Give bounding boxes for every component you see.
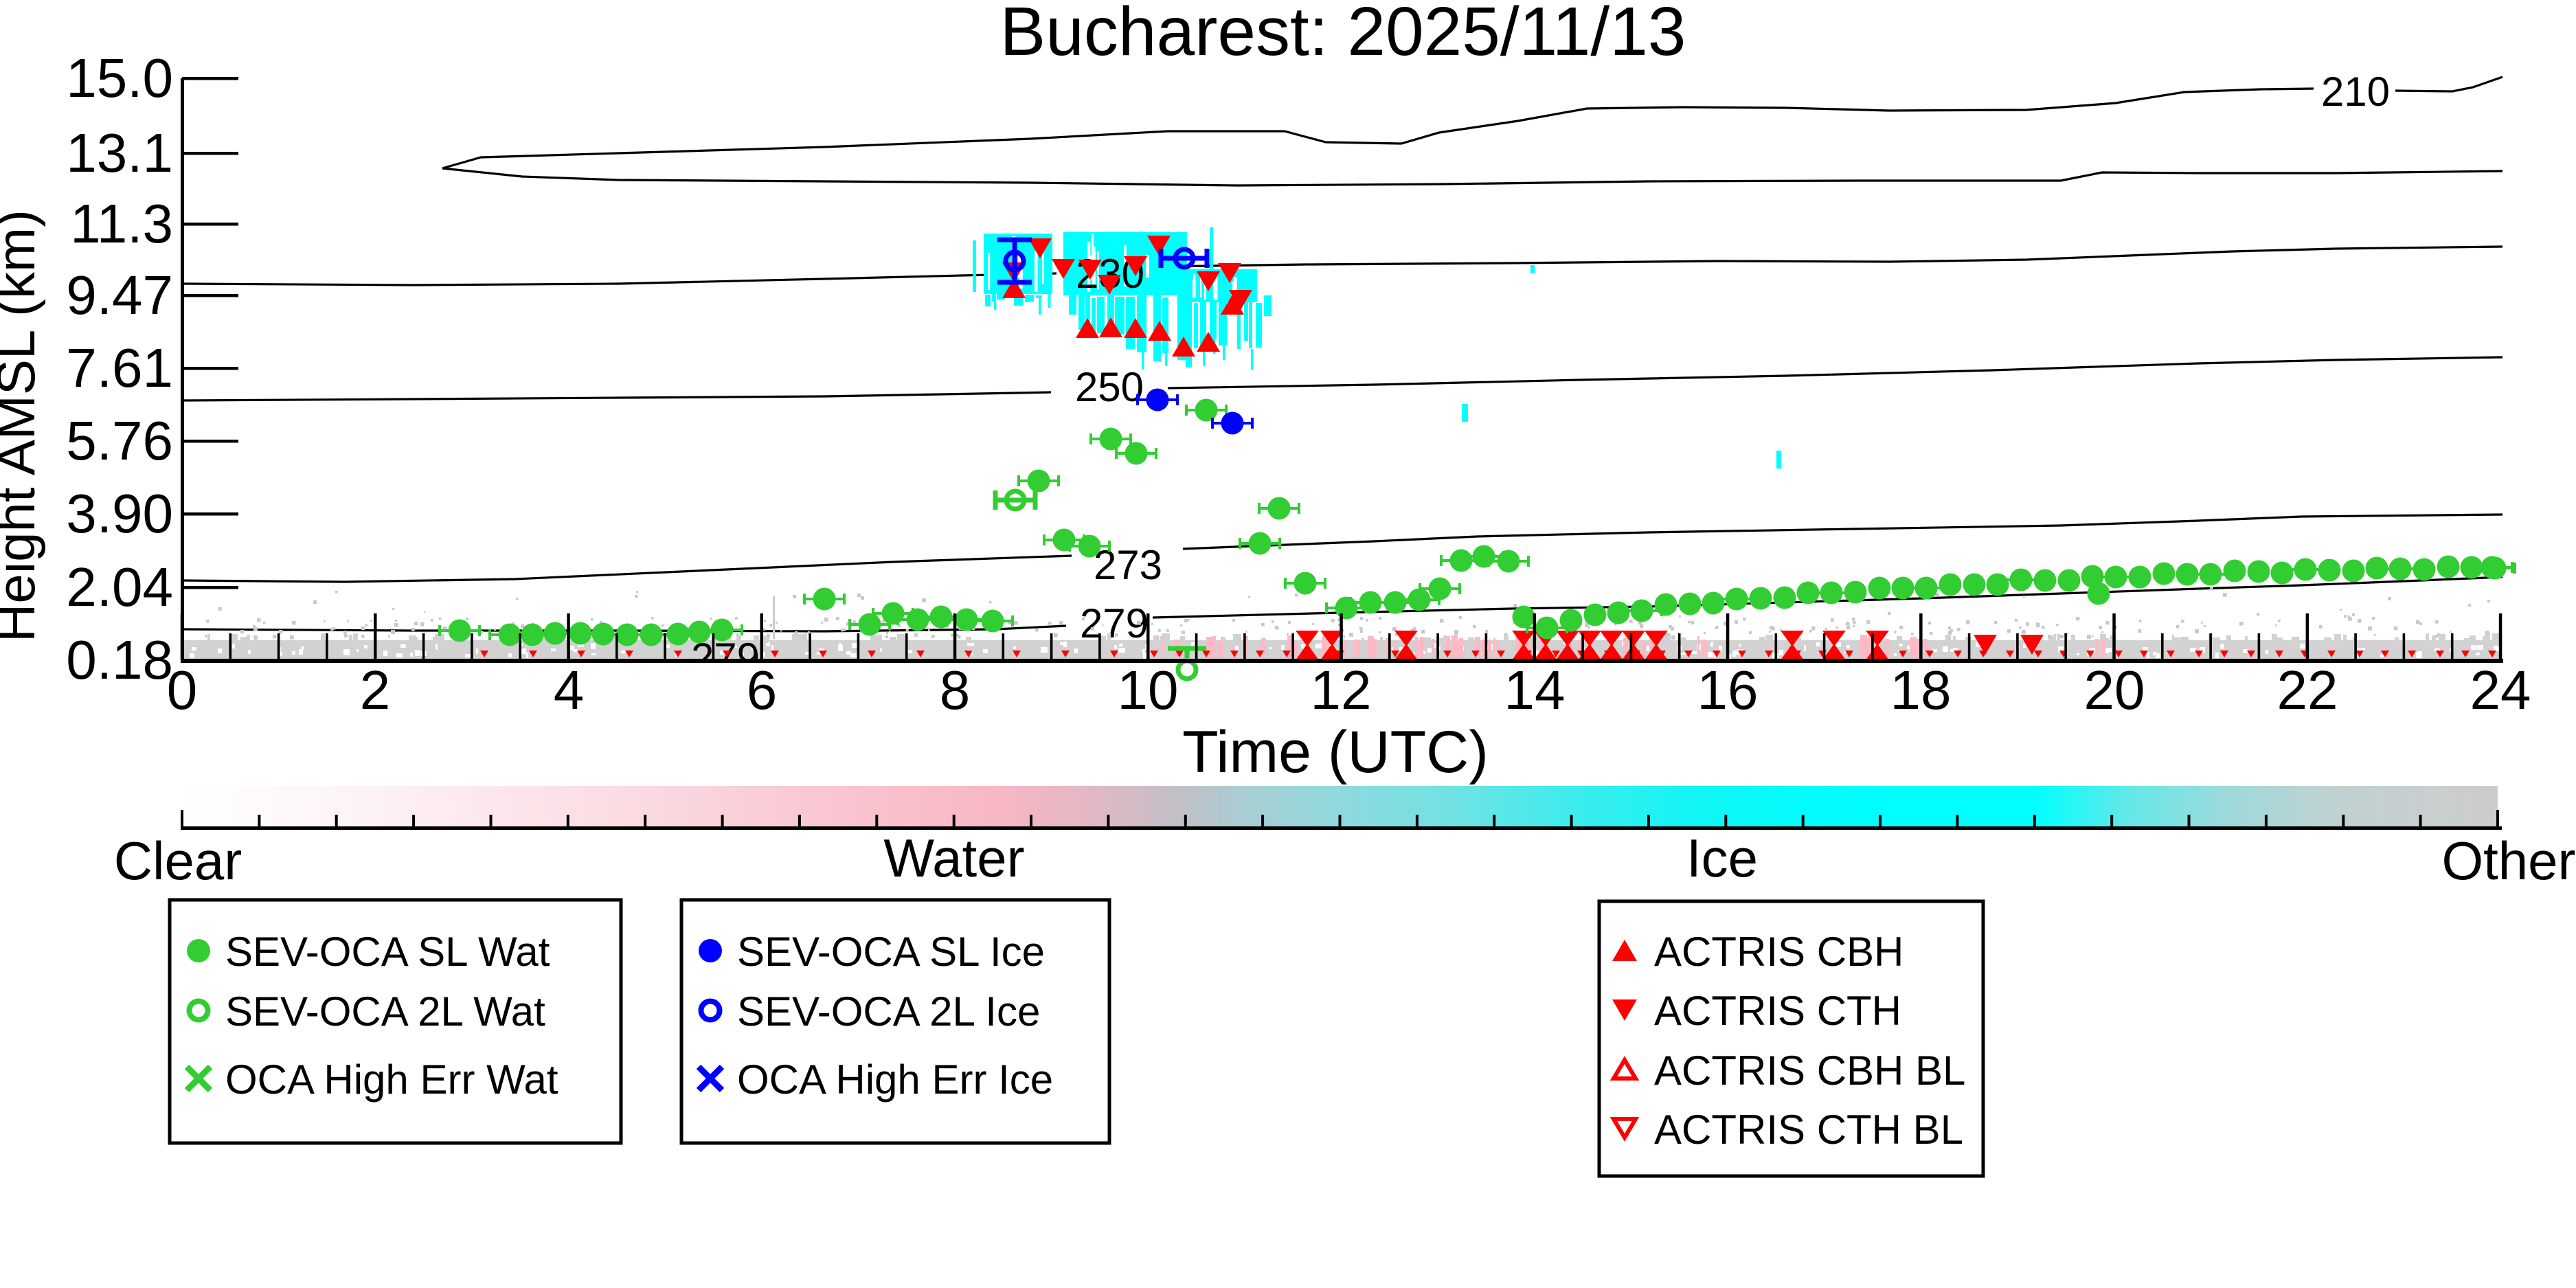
svg-text:Water: Water bbox=[883, 828, 1024, 888]
svg-text:0: 0 bbox=[167, 659, 198, 721]
svg-text:20: 20 bbox=[2084, 659, 2145, 721]
svg-text:SEV-OCA 2L Wat: SEV-OCA 2L Wat bbox=[225, 988, 545, 1035]
svg-text:6: 6 bbox=[747, 659, 778, 721]
svg-text:11.3: 11.3 bbox=[70, 193, 173, 254]
svg-text:16: 16 bbox=[1697, 659, 1759, 721]
svg-text:10: 10 bbox=[1118, 659, 1179, 721]
svg-text:14: 14 bbox=[1504, 659, 1566, 721]
svg-text:4: 4 bbox=[554, 659, 585, 721]
svg-text:250: 250 bbox=[1075, 364, 1144, 410]
svg-text:2: 2 bbox=[360, 659, 391, 721]
svg-text:SEV-OCA 2L Ice: SEV-OCA 2L Ice bbox=[737, 988, 1040, 1035]
svg-text:Clear: Clear bbox=[114, 831, 242, 891]
svg-text:13.1: 13.1 bbox=[66, 122, 173, 183]
svg-text:18: 18 bbox=[1890, 659, 1952, 721]
svg-text:SEV-OCA SL Ice: SEV-OCA SL Ice bbox=[737, 929, 1045, 975]
svg-text:0.18: 0.18 bbox=[66, 629, 173, 690]
svg-text:ACTRIS CBH BL: ACTRIS CBH BL bbox=[1654, 1048, 1965, 1094]
svg-text:Height AMSL (km): Height AMSL (km) bbox=[0, 210, 46, 642]
svg-text:15.0: 15.0 bbox=[66, 47, 173, 109]
svg-text:12: 12 bbox=[1311, 659, 1372, 721]
svg-text:OCA High Err Wat: OCA High Err Wat bbox=[225, 1057, 558, 1103]
svg-text:Ice: Ice bbox=[1686, 828, 1758, 888]
svg-text:3.90: 3.90 bbox=[66, 483, 173, 544]
svg-text:273: 273 bbox=[1094, 542, 1162, 588]
svg-text:2.04: 2.04 bbox=[66, 556, 173, 618]
svg-text:Bucharest: 2025/11/13: Bucharest: 2025/11/13 bbox=[1000, 0, 1686, 70]
svg-text:8: 8 bbox=[940, 659, 971, 721]
svg-text:Other: Other bbox=[2441, 831, 2575, 891]
svg-text:9.47: 9.47 bbox=[66, 264, 173, 326]
svg-text:SEV-OCA SL Wat: SEV-OCA SL Wat bbox=[225, 929, 550, 975]
svg-text:OCA High Err Ice: OCA High Err Ice bbox=[737, 1057, 1053, 1103]
svg-text:24: 24 bbox=[2470, 659, 2531, 721]
svg-text:5.76: 5.76 bbox=[66, 410, 173, 471]
svg-text:22: 22 bbox=[2277, 659, 2338, 721]
svg-text:ACTRIS CTH: ACTRIS CTH bbox=[1654, 988, 1901, 1034]
svg-text:7.61: 7.61 bbox=[66, 337, 173, 398]
svg-text:210: 210 bbox=[2321, 69, 2390, 115]
svg-text:ACTRIS CBH: ACTRIS CBH bbox=[1654, 929, 1903, 975]
svg-text:ACTRIS CTH BL: ACTRIS CTH BL bbox=[1654, 1107, 1963, 1153]
svg-text:Time (UTC): Time (UTC) bbox=[1182, 719, 1489, 785]
